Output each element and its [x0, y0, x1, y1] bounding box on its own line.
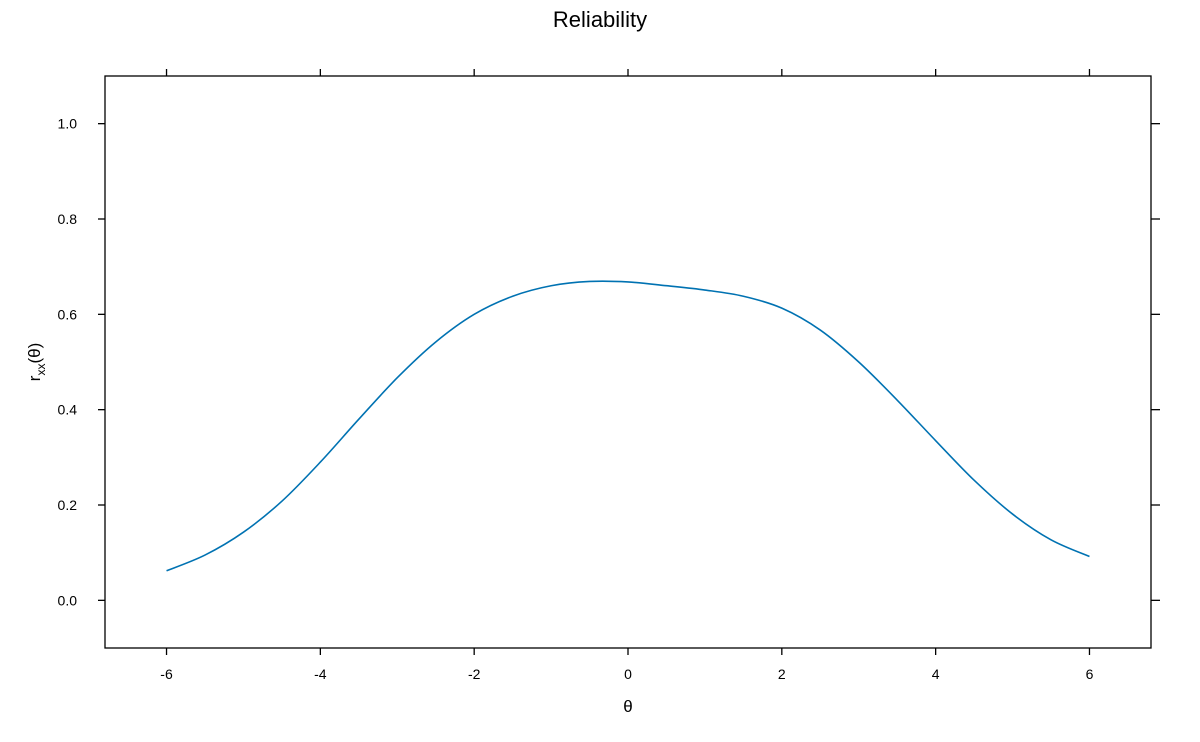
- x-tick-label: -4: [314, 666, 327, 682]
- x-tick-label: 4: [932, 666, 940, 682]
- x-tick-label: 6: [1086, 666, 1094, 682]
- plot-frame: [104, 75, 1152, 649]
- x-axis-ticks: -6 -4 -2 0 2 4 6: [160, 69, 1094, 682]
- y-tick-label: 0.0: [58, 592, 78, 608]
- y-tick-label: 0.4: [58, 402, 78, 418]
- x-axis-label: θ: [623, 697, 632, 716]
- y-tick-label: 1.0: [58, 116, 78, 132]
- y-axis-label: rxx(θ): [25, 343, 48, 381]
- y-tick-label: 0.8: [58, 211, 78, 227]
- y-axis-label-suffix: (θ): [25, 343, 44, 364]
- y-axis-ticks: 0.0 0.2 0.4 0.6 0.8 1.0: [58, 116, 1160, 608]
- x-tick-label: -2: [468, 666, 481, 682]
- series-layer: [166, 280, 1090, 572]
- reliability-series-line: [166, 280, 1090, 572]
- x-tick-label: 0: [624, 666, 632, 682]
- y-axis-label-main: r: [25, 375, 44, 381]
- chart-title: Reliability: [553, 7, 647, 32]
- y-axis-label-subscript: xx: [34, 364, 48, 376]
- x-tick-label: -6: [160, 666, 173, 682]
- x-tick-label: 2: [778, 666, 786, 682]
- y-tick-label: 0.6: [58, 306, 78, 322]
- y-tick-label: 0.2: [58, 497, 78, 513]
